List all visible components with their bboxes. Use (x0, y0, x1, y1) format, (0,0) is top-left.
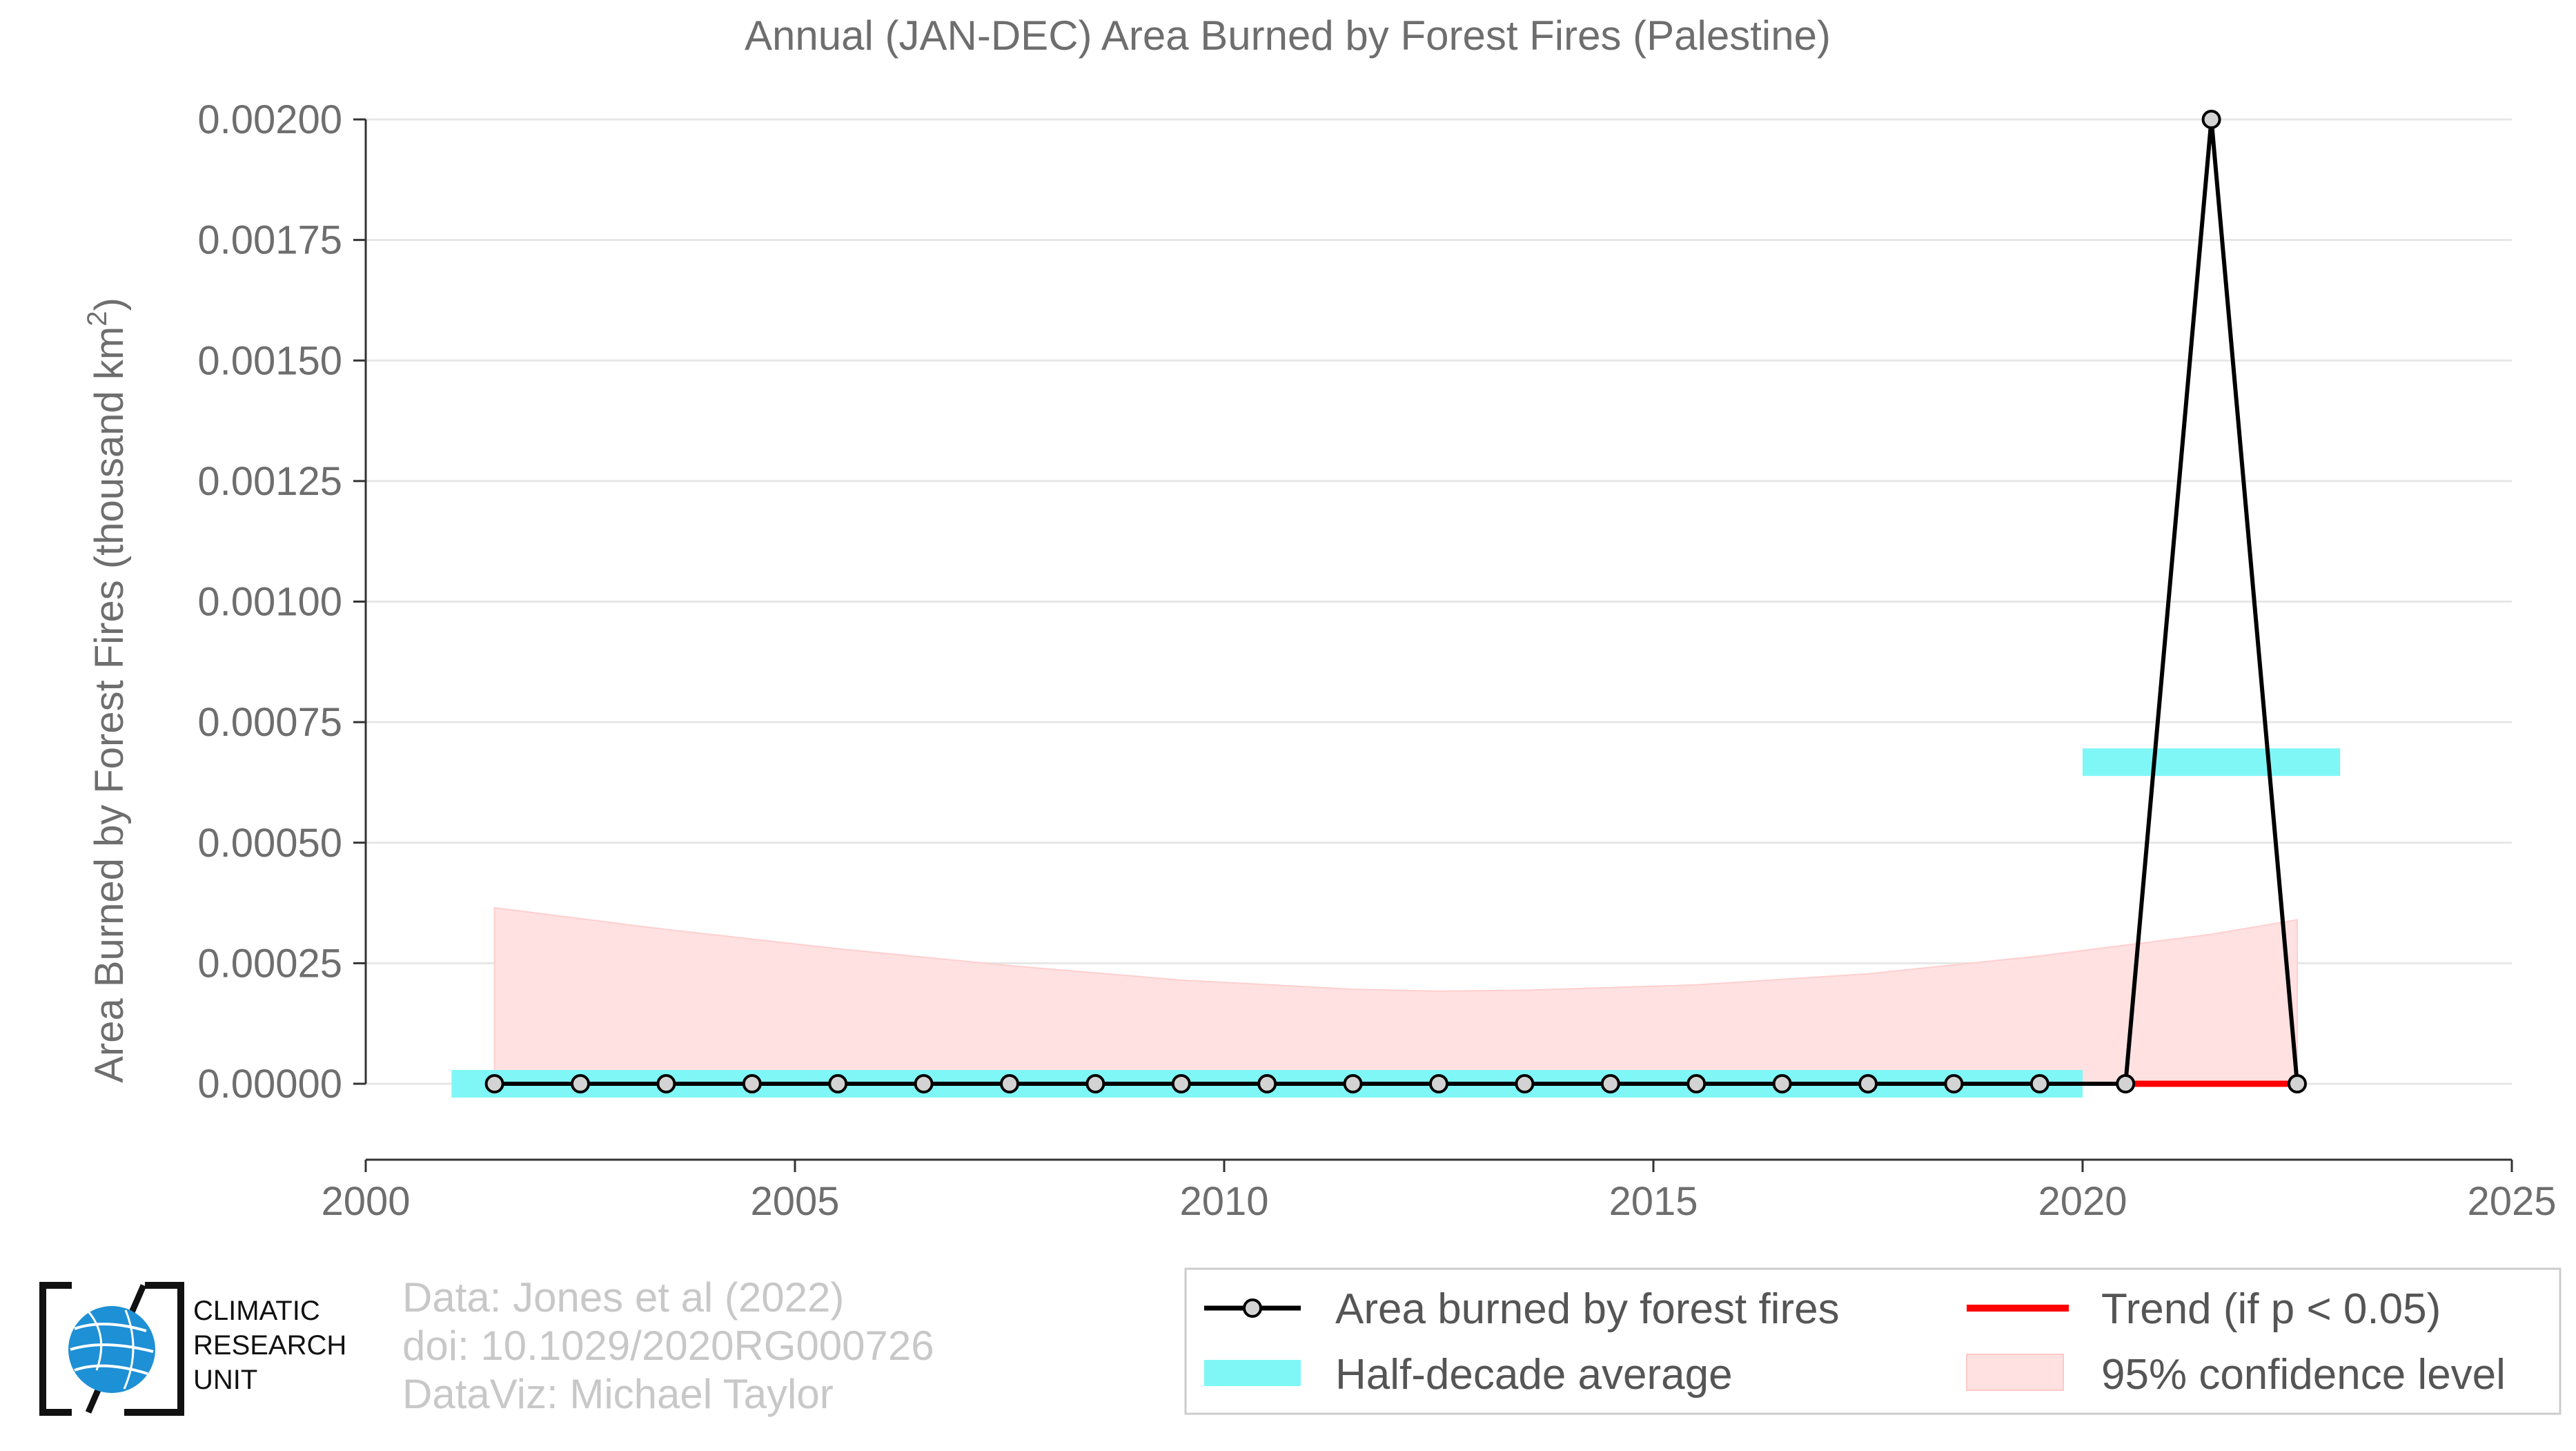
series-layer (484, 110, 2307, 1093)
legend-box (1184, 1267, 2562, 1415)
data-point (1429, 1074, 1448, 1093)
credits-doi: doi: 10.1029/2020RG000726 (402, 1323, 934, 1369)
confidence-band-layer (493, 906, 2298, 1084)
y-axis: 0.00000 0.00025 0.00050 0.00075 0.00100 0.001… (197, 97, 367, 1107)
confidence-band (493, 906, 2298, 1084)
y-tick-label: 0.00075 (197, 700, 342, 745)
data-point (1944, 1074, 1964, 1093)
data-point (2288, 1074, 2307, 1093)
y-tick-label: 0.00050 (197, 821, 342, 866)
legend: Area burned by forest fires Trend (if p … (1184, 1267, 2562, 1415)
y-axis-label: Area Burned by Forest Fires (thousand km… (82, 298, 132, 1083)
half-decade-bar (2083, 748, 2341, 777)
logo-line-3: UNIT (193, 1365, 257, 1395)
data-point (2116, 1074, 2136, 1093)
data-point (1772, 1074, 1792, 1093)
data-point (742, 1074, 762, 1093)
data-point (828, 1074, 848, 1093)
y-tick-label: 0.00125 (197, 459, 342, 504)
chart-title: Annual (JAN-DEC) Area Burned by Forest F… (745, 12, 1831, 59)
legend-item-half-decade: Half-decade average (1204, 1351, 1733, 1399)
x-tick-label: 2005 (750, 1179, 839, 1224)
data-point (1257, 1074, 1277, 1093)
legend-label-confidence: 95% confidence level (2101, 1351, 2506, 1399)
x-tick-label: 2000 (321, 1179, 410, 1224)
logo-line-2: RESEARCH (193, 1330, 346, 1361)
data-point (1858, 1074, 1878, 1093)
globe-icon (68, 1306, 155, 1393)
data-point (1515, 1074, 1535, 1093)
data-point (1171, 1074, 1191, 1093)
data-point (2029, 1074, 2049, 1093)
data-point (1085, 1074, 1105, 1093)
data-point (1343, 1074, 1363, 1093)
y-tick-label: 0.00200 (197, 97, 342, 142)
legend-label-trend: Trend (if p < 0.05) (2101, 1285, 2441, 1333)
legend-item-confidence: 95% confidence level (1966, 1351, 2506, 1399)
y-tick-label: 0.00025 (197, 941, 342, 986)
logo-line-1: CLIMATIC (193, 1296, 320, 1326)
x-tick-label: 2025 (2467, 1179, 2556, 1224)
x-tick-label: 2010 (1179, 1179, 1268, 1224)
data-point (571, 1074, 590, 1093)
data-point (914, 1074, 934, 1093)
legend-item-trend: Trend (if p < 0.05) (1967, 1285, 2441, 1333)
y-tick-label: 0.00100 (197, 580, 342, 625)
x-tick-label: 2015 (1609, 1179, 1698, 1224)
data-point (656, 1074, 676, 1093)
y-tick-label: 0.00175 (197, 218, 342, 263)
data-point (484, 1074, 504, 1093)
y-tick-label: 0.00000 (197, 1062, 342, 1107)
credits-data: Data: Jones et al (2022) (402, 1274, 844, 1321)
data-point (1600, 1074, 1620, 1093)
cru-logo: CLIMATIC RESEARCH UNIT (39, 1282, 346, 1416)
legend-item-series: Area burned by forest fires (1204, 1285, 1840, 1333)
x-tick-label: 2020 (2038, 1179, 2127, 1224)
credits-dataviz: DataViz: Michael Taylor (402, 1371, 834, 1417)
x-axis: 2000 2005 2010 2015 2020 2025 (321, 1158, 2557, 1224)
data-point (2201, 110, 2221, 129)
legend-label-series: Area burned by forest fires (1335, 1285, 1840, 1333)
data-point (1687, 1074, 1707, 1093)
series-line (494, 117, 2299, 1086)
y-tick-label: 0.00150 (197, 338, 342, 383)
legend-label-half-decade: Half-decade average (1335, 1351, 1733, 1399)
data-point (1000, 1074, 1019, 1093)
